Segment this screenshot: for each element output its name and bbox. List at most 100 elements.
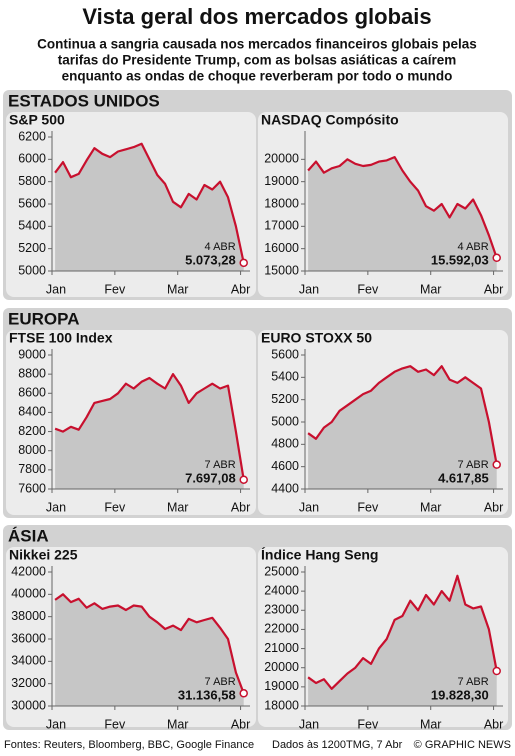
date-note: 7 ABR [458,676,489,688]
y-tick-label: 5600 [271,347,299,361]
x-tick-label: Fev [357,282,379,296]
value-label: 19.828,30 [431,687,489,702]
line [307,365,498,465]
x-tick-label: Fev [357,500,379,514]
area [55,594,244,706]
chart-title: Nikkei 225 [9,547,78,563]
y-tick-label: 20000 [264,660,299,674]
chart-title: S&P 500 [9,112,65,128]
value-label: 15.592,03 [431,252,489,267]
region-label: EUROPA [8,309,79,328]
y-tick-label: 15000 [264,263,299,277]
x-tick-label: Jan [46,282,66,296]
y-tick-label: 25000 [264,564,299,578]
x-tick-label: Fev [104,500,126,514]
date-note: 7 ABR [205,676,236,688]
y-tick-label: 5000 [18,263,46,277]
y-tick-label: 4600 [271,459,299,473]
region-label: ÁSIA [8,526,49,545]
y-tick-label: 8000 [18,443,46,457]
area [308,157,497,271]
y-tick-label: 5400 [271,370,299,384]
y-tick-label: 5400 [18,219,46,233]
value-label: 7.697,08 [185,470,236,485]
end-point [492,460,501,469]
chart-title: Índice Hang Seng [261,547,378,563]
value-label: 5.073,28 [185,252,236,267]
y-tick-label: 8200 [18,424,46,438]
y-tick-label: 23000 [264,603,299,617]
line [54,373,245,480]
y-tick-label: 38000 [11,609,46,623]
x-tick-label: Mar [420,282,442,296]
region-label: ESTADOS UNIDOS [8,91,160,110]
line [54,142,245,264]
y-tick-label: 8800 [18,366,46,380]
y-tick-label: 5000 [271,414,299,428]
x-tick-label: Fev [104,717,126,731]
subtitle: tarifas do Presidente Trump, com as bols… [58,53,456,68]
y-tick-label: 34000 [11,654,46,668]
x-tick-label: Mar [167,282,189,296]
x-tick-label: Abr [231,500,250,514]
y-tick-label: 24000 [264,583,299,597]
x-tick-label: Fev [357,717,379,731]
x-tick-label: Mar [420,717,442,731]
line [307,156,498,259]
area [55,143,244,271]
chart-title: EURO STOXX 50 [261,330,372,346]
y-tick-label: 40000 [11,587,46,601]
x-tick-label: Mar [420,500,442,514]
x-tick-label: Abr [231,282,250,296]
y-tick-label: 19000 [264,679,299,693]
date-note: 7 ABR [458,459,489,471]
y-tick-label: 5200 [18,241,46,255]
area [55,374,244,489]
line [307,574,498,690]
y-tick-label: 18000 [264,196,299,210]
date-note: 4 ABR [458,241,489,253]
y-tick-label: 32000 [11,676,46,690]
x-tick-label: Jan [299,500,319,514]
x-tick-label: Jan [46,500,66,514]
end-point [239,475,248,484]
subtitle: Continua a sangria causada nos mercados … [37,37,477,52]
y-tick-label: 21000 [264,641,299,655]
y-tick-label: 18000 [264,698,299,712]
x-tick-label: Abr [231,717,250,731]
y-tick-label: 22000 [264,622,299,636]
chart-title: NASDAQ Compósito [261,112,399,128]
x-tick-label: Mar [167,717,189,731]
y-tick-label: 5200 [271,392,299,406]
subtitle: enquanto as ondas de choque reverberam p… [62,69,453,84]
date-note: 4 ABR [205,241,236,253]
x-tick-label: Jan [46,717,66,731]
y-tick-label: 8400 [18,405,46,419]
y-tick-label: 36000 [11,631,46,645]
y-tick-label: 9000 [18,347,46,361]
sources: Fontes: Reuters, Bloomberg, BBC, Google … [4,739,254,751]
y-tick-label: 6200 [18,129,46,143]
x-tick-label: Mar [167,500,189,514]
x-tick-label: Abr [484,282,503,296]
end-point [239,689,248,698]
y-tick-label: 4400 [271,481,299,495]
y-tick-label: 30000 [11,698,46,712]
y-tick-label: 6000 [18,152,46,166]
end-point [492,253,501,263]
y-tick-label: 19000 [264,174,299,188]
x-tick-label: Abr [484,500,503,514]
area [308,366,497,489]
x-tick-label: Jan [299,717,319,731]
y-tick-label: 8600 [18,386,46,400]
y-tick-label: 5600 [18,196,46,210]
x-tick-label: Fev [104,282,126,296]
x-tick-label: Abr [484,717,503,731]
line [54,593,245,694]
y-tick-label: 5800 [18,174,46,188]
y-tick-label: 20000 [264,152,299,166]
chart-title: FTSE 100 Index [9,330,113,346]
credit: © GRAPHIC NEWS [414,739,511,751]
